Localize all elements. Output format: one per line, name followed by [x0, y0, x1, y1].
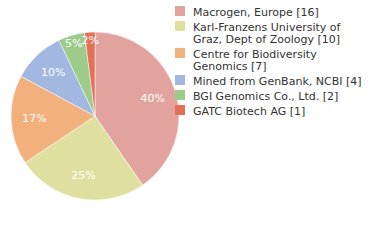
chart: 40% 25% 17% 10% 5%2% Macrogen, Europe [16] Kar…: [0, 0, 380, 240]
data-label: 40%: [141, 92, 165, 105]
data-label: 5%: [65, 37, 82, 50]
legend-label: Macrogen, Europe [16]: [193, 6, 319, 19]
legend-swatch: [175, 90, 185, 100]
legend-label: GATC Biotech AG [1]: [193, 105, 305, 118]
legend-label: Centre for BiodiversityGenomics [7]: [193, 48, 317, 73]
legend-label: BGI Genomics Co., Ltd. [2]: [193, 90, 338, 103]
data-label: 17%: [22, 112, 46, 125]
legend-swatch: [175, 75, 185, 85]
data-label: 25%: [71, 169, 95, 182]
pie: 40% 25% 17% 10% 5%2%: [11, 32, 179, 200]
legend: Macrogen, Europe [16] Karl-Franzens Unive…: [175, 6, 362, 118]
data-label: 2%: [81, 34, 98, 47]
legend-swatch: [175, 6, 185, 16]
legend-label: Mined from GenBank, NCBI [4]: [193, 75, 362, 88]
legend-swatch: [175, 48, 185, 58]
legend-swatch: [175, 105, 185, 115]
legend-swatch: [175, 21, 185, 31]
legend-label: Karl-Franzens University ofGraz, Dept of…: [193, 21, 342, 46]
data-label: 10%: [41, 66, 65, 79]
